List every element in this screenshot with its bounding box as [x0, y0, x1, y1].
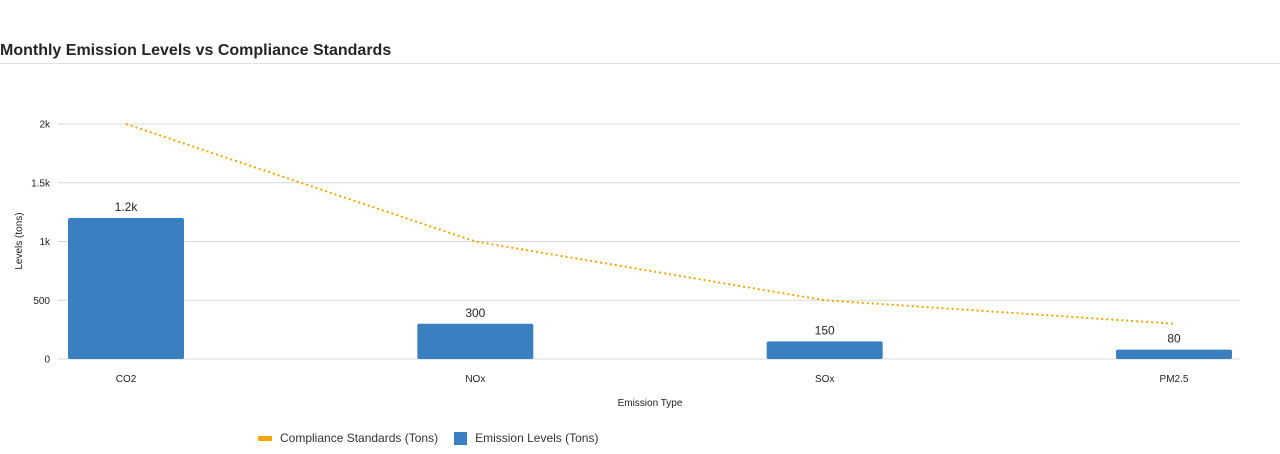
y-tick-label: 0: [44, 355, 50, 366]
x-tick-label: CO2: [116, 374, 137, 385]
chart-title: Monthly Emission Levels vs Compliance St…: [0, 42, 392, 59]
legend-label-compliance: Compliance Standards (Tons): [280, 431, 439, 445]
data-labels: 1.2k 300 150 80: [115, 200, 1181, 346]
bar-value-label: 150: [815, 323, 835, 337]
bar-sox[interactable]: [766, 341, 883, 359]
compliance-line-layer: [125, 123, 1175, 325]
legend-item-compliance[interactable]: Compliance Standards (Tons): [258, 431, 438, 445]
x-tick-labels: CO2 NOx SOx PM2.5: [116, 374, 1189, 385]
bar-co2[interactable]: [68, 218, 184, 359]
legend-line-swatch: [258, 435, 272, 441]
bar-value-label: 300: [465, 306, 485, 320]
bar-value-label: 1.2k: [115, 200, 139, 214]
legend-item-emission[interactable]: Emission Levels (Tons): [454, 431, 598, 445]
y-tick-label: 500: [33, 296, 50, 307]
y-axis-title: Levels (tons): [14, 212, 25, 269]
chart-plot-area: 0 500 1k 1.5k 2k CO2 NOx SOx PM2.5 1.2k 300 150 80…: [14, 120, 1240, 409]
bar-nox[interactable]: [417, 323, 534, 359]
bar-pm25[interactable]: [1116, 349, 1232, 359]
bars: [68, 218, 1232, 359]
x-tick-label: NOx: [465, 374, 485, 385]
legend-bar-swatch: [454, 431, 468, 445]
compliance-standards-line[interactable]: [125, 123, 1175, 325]
bar-value-label: 80: [1167, 332, 1181, 346]
x-axis-title: Emission Type: [618, 398, 683, 409]
y-tick-label: 1k: [39, 237, 51, 248]
title-divider: [0, 63, 1280, 64]
legend-label-emission: Emission Levels (Tons): [475, 431, 599, 445]
x-tick-label: SOx: [815, 374, 834, 385]
gridlines: [58, 123, 1240, 360]
x-tick-label: PM2.5: [1160, 374, 1189, 385]
y-tick-label: 1.5k: [31, 178, 51, 189]
y-tick-label: 2k: [39, 120, 51, 131]
y-tick-labels: 0 500 1k 1.5k 2k: [31, 120, 51, 366]
legend: Compliance Standards (Tons) Emission Lev…: [258, 431, 598, 445]
